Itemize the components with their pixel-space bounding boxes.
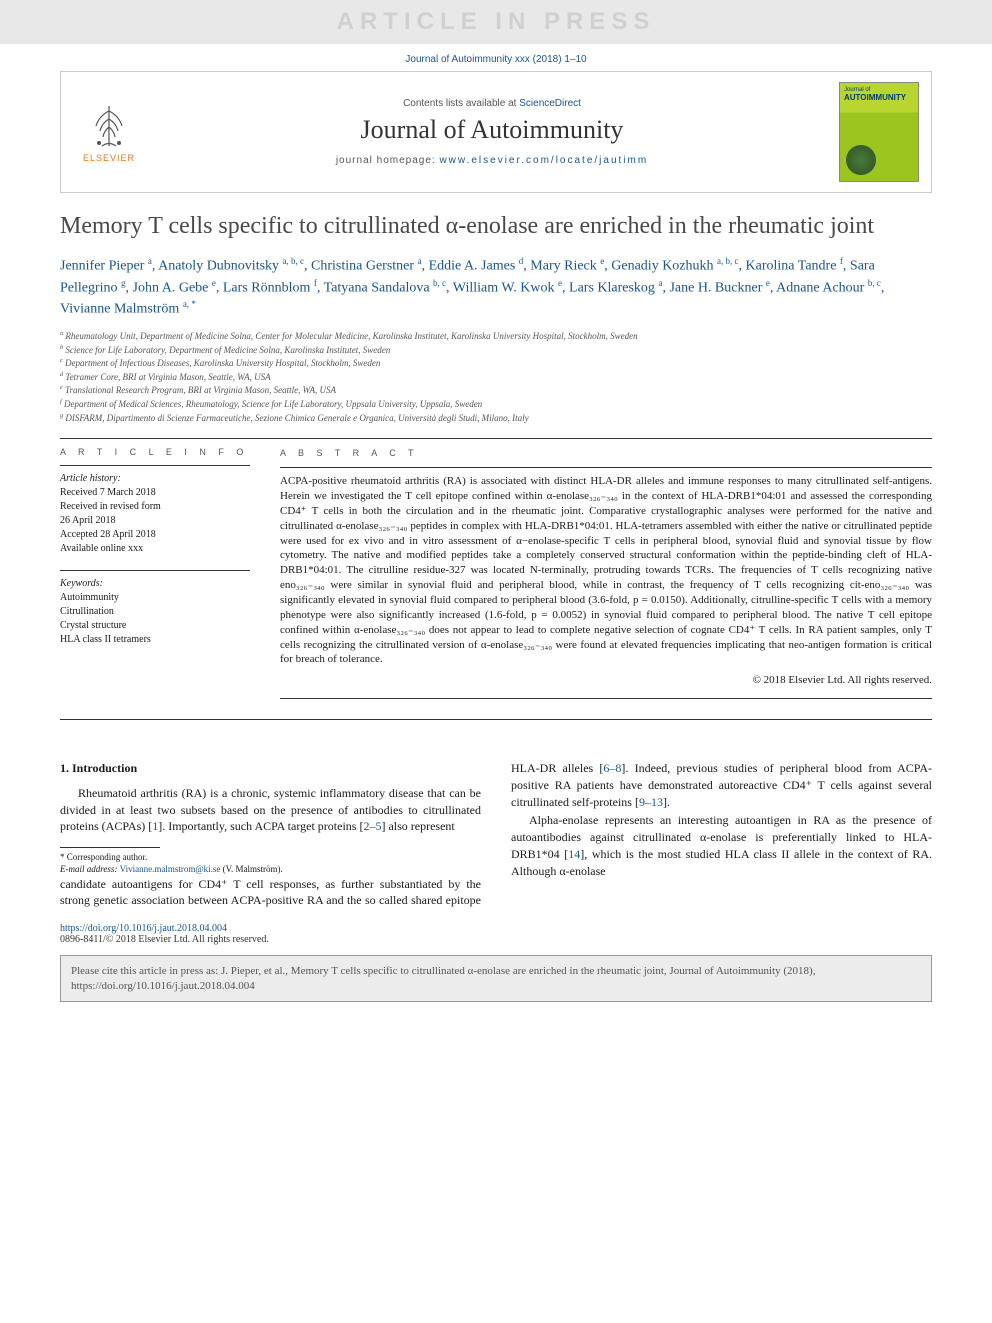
divider: [60, 719, 932, 720]
sciencedirect-link[interactable]: ScienceDirect: [519, 98, 581, 109]
abstract-label: A B S T R A C T: [280, 447, 932, 459]
doi-link[interactable]: https://doi.org/10.1016/j.jaut.2018.04.0…: [60, 923, 227, 934]
footnotes-block: * Corresponding author. E-mail address: …: [60, 852, 481, 875]
history-line: Accepted 28 April 2018: [60, 528, 250, 542]
history-line: 26 April 2018: [60, 514, 250, 528]
divider: [280, 467, 932, 468]
cite-this-article-box: Please cite this article in press as: J.…: [60, 955, 932, 1002]
abstract-column: A B S T R A C T ACPA-positive rheumatoid…: [280, 447, 932, 705]
article-in-press-watermark: ARTICLE IN PRESS: [0, 0, 992, 44]
history-line: Received 7 March 2018: [60, 486, 250, 500]
email-line: E-mail address: Vivianne.malmstrom@ki.se…: [60, 864, 481, 876]
article-info-column: A R T I C L E I N F O Article history: R…: [60, 447, 250, 705]
email-label: E-mail address:: [60, 864, 120, 874]
journal-header-center: Contents lists available at ScienceDirec…: [145, 98, 839, 166]
affiliations-list: a Rheumatology Unit, Department of Medic…: [60, 330, 932, 424]
cover-graphic-icon: [846, 145, 876, 175]
homepage-prefix: journal homepage:: [336, 155, 440, 166]
article-title: Memory T cells specific to citrullinated…: [60, 211, 932, 241]
body-paragraph: Rheumatoid arthritis (RA) is a chronic, …: [60, 785, 481, 835]
cover-label-main: AUTOIMMUNITY: [844, 93, 914, 102]
abstract-text: ACPA-positive rheumatoid arthritis (RA) …: [280, 474, 932, 667]
keywords-block: Keywords: AutoimmunityCitrullinationCrys…: [60, 577, 250, 647]
contents-available-line: Contents lists available at ScienceDirec…: [155, 98, 829, 109]
keyword-line: Autoimmunity: [60, 591, 250, 605]
abstract-copyright: © 2018 Elsevier Ltd. All rights reserved…: [280, 673, 932, 688]
section-heading-introduction: 1. Introduction: [60, 760, 481, 777]
journal-cover-thumbnail: Journal of AUTOIMMUNITY: [839, 82, 919, 182]
contents-prefix: Contents lists available at: [403, 98, 519, 109]
article-info-label: A R T I C L E I N F O: [60, 447, 250, 457]
footnote-divider: [60, 847, 160, 848]
affiliation-line: c Department of Infectious Diseases, Kar…: [60, 357, 932, 370]
divider: [60, 438, 932, 439]
history-line: Received in revised form: [60, 500, 250, 514]
affiliation-line: e Translational Research Program, BRI at…: [60, 384, 932, 397]
journal-name: Journal of Autoimmunity: [155, 115, 829, 145]
journal-homepage-link[interactable]: www.elsevier.com/locate/jautimm: [439, 155, 648, 166]
doi-block: https://doi.org/10.1016/j.jaut.2018.04.0…: [60, 923, 932, 945]
history-line: Available online xxx: [60, 542, 250, 556]
affiliation-line: f Department of Medical Sciences, Rheuma…: [60, 398, 932, 411]
keyword-line: HLA class II tetramers: [60, 633, 250, 647]
citation-header: Journal of Autoimmunity xxx (2018) 1–10: [0, 44, 992, 71]
author-list: Jennifer Pieper a, Anatoly Dubnovitsky a…: [60, 255, 932, 320]
email-suffix: (V. Malmström).: [220, 864, 282, 874]
journal-homepage-line: journal homepage: www.elsevier.com/locat…: [155, 155, 829, 166]
affiliation-line: g DISFARM, Dipartimento di Scienze Farma…: [60, 412, 932, 425]
elsevier-wordmark: ELSEVIER: [83, 153, 135, 163]
article-history-block: Article history: Received 7 March 2018Re…: [60, 472, 250, 556]
elsevier-logo: ELSEVIER: [73, 101, 145, 163]
affiliation-line: b Science for Life Laboratory, Departmen…: [60, 344, 932, 357]
keyword-line: Citrullination: [60, 605, 250, 619]
divider: [60, 465, 250, 466]
divider: [60, 570, 250, 571]
corresponding-email-link[interactable]: Vivianne.malmstrom@ki.se: [120, 864, 221, 874]
corresponding-author-note: * Corresponding author.: [60, 852, 481, 864]
journal-header-box: ELSEVIER Contents lists available at Sci…: [60, 71, 932, 193]
divider: [280, 698, 932, 699]
elsevier-tree-icon: [84, 101, 134, 151]
affiliation-line: d Tetramer Core, BRI at Virginia Mason, …: [60, 371, 932, 384]
keyword-line: Crystal structure: [60, 619, 250, 633]
article-history-heading: Article history:: [60, 472, 250, 486]
issn-copyright-line: 0896-8411/© 2018 Elsevier Ltd. All right…: [60, 934, 269, 945]
affiliation-line: a Rheumatology Unit, Department of Medic…: [60, 330, 932, 343]
body-two-column: 1. Introduction Rheumatoid arthritis (RA…: [60, 760, 932, 909]
keywords-heading: Keywords:: [60, 577, 250, 591]
body-paragraph: Alpha-enolase represents an interesting …: [511, 812, 932, 879]
